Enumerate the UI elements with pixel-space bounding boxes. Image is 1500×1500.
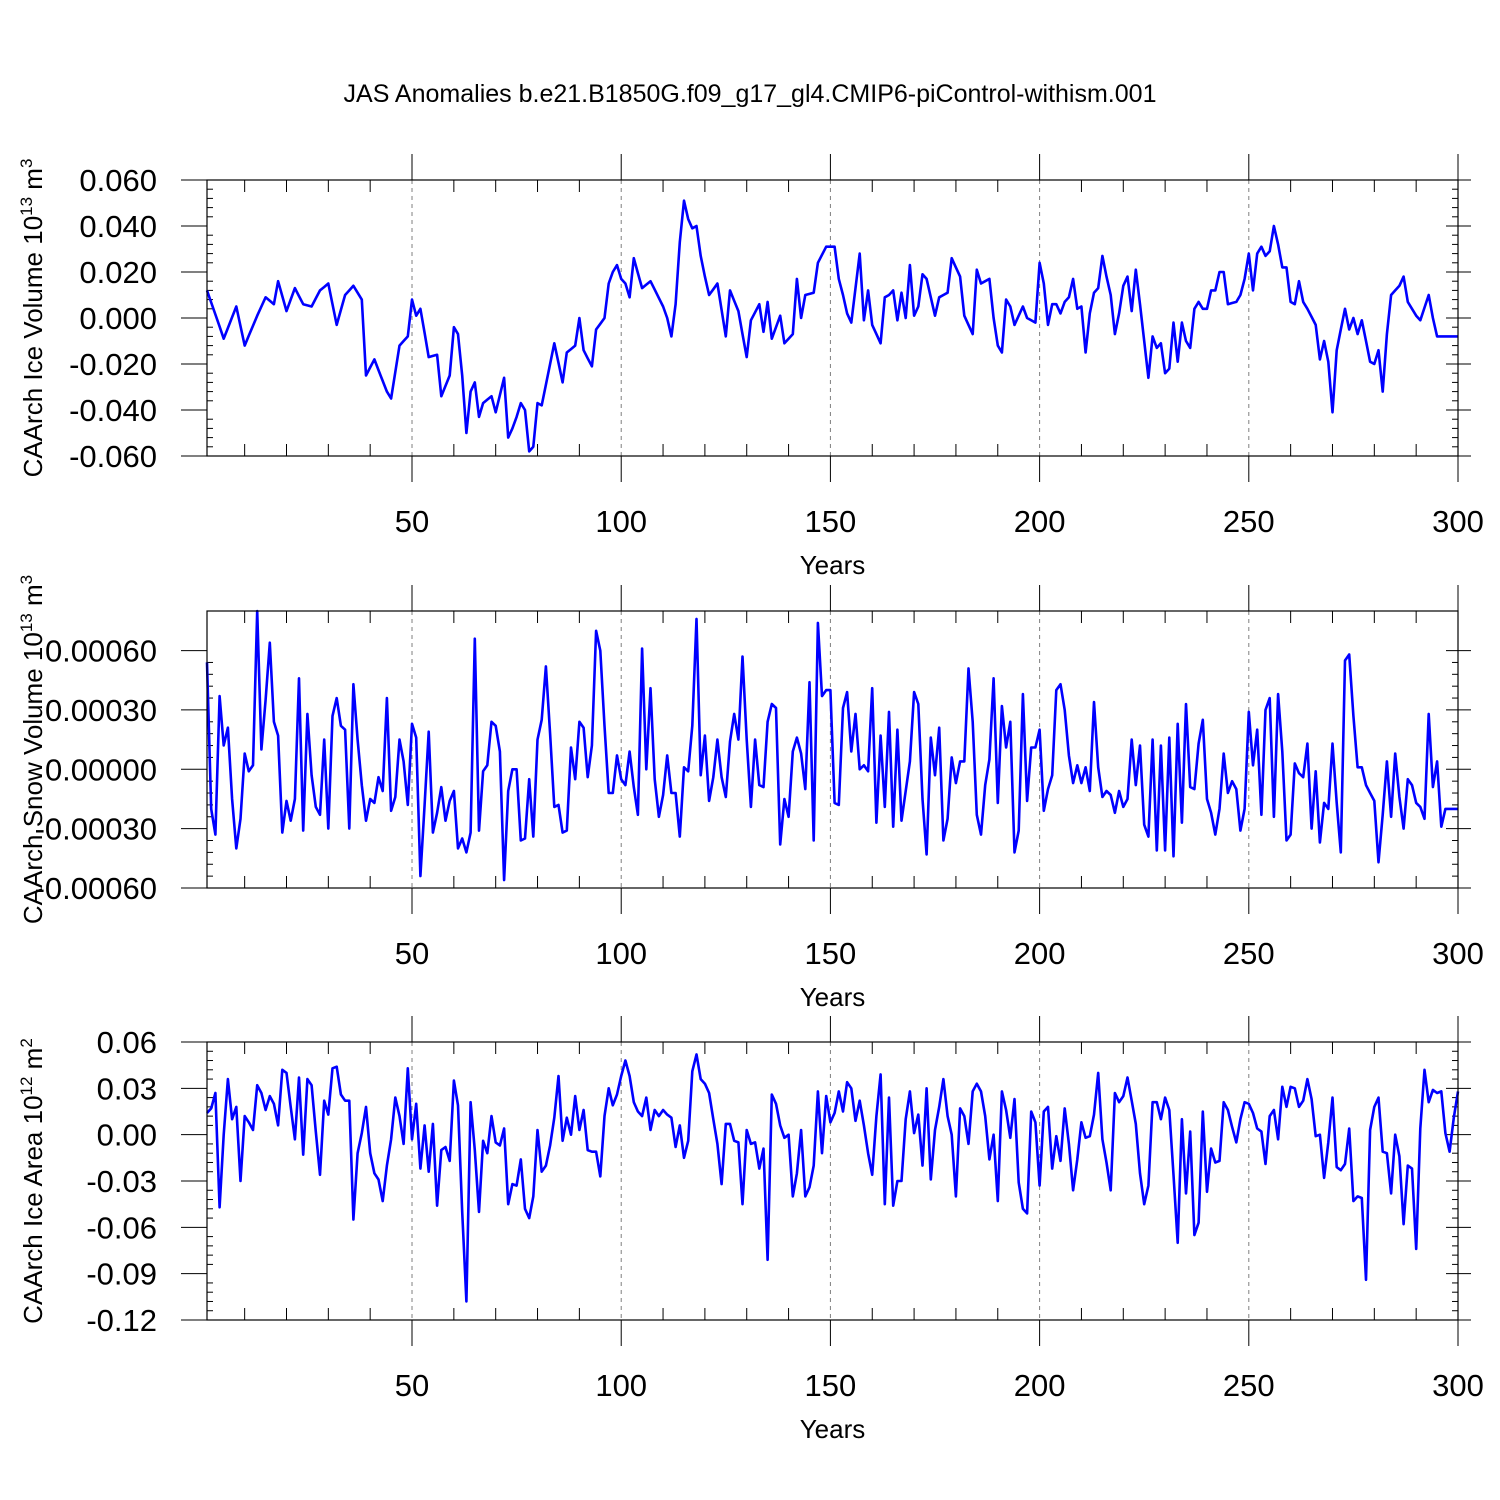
series-line bbox=[206, 1053, 1460, 1303]
y-tick-label: 0.00060 bbox=[45, 634, 157, 669]
y-tick-label: -0.09 bbox=[86, 1257, 157, 1292]
y-tick-label: 0.00000 bbox=[45, 752, 157, 787]
y-tick-label: -0.00060 bbox=[35, 871, 157, 906]
panel-ice-area: -0.12 -0.09 -0.06 -0.03 0.00 0.03 0.06 50 100 150… bbox=[17, 1016, 1484, 1444]
series-line bbox=[205, 199, 1458, 453]
y-axis-label: CAArch Snow Volume 1013 m3 bbox=[17, 575, 48, 924]
x-tick-label: 100 bbox=[595, 1368, 647, 1403]
x-tick-label: 150 bbox=[805, 504, 857, 539]
x-tick-label: 50 bbox=[395, 504, 429, 539]
figure-title: JAS Anomalies b.e21.B1850G.f09_g17_gl4.C… bbox=[343, 80, 1157, 108]
y-tick-label: -0.06 bbox=[86, 1210, 157, 1245]
x-tick-label: 200 bbox=[1014, 504, 1066, 539]
y-tick-label: 0.040 bbox=[79, 209, 157, 244]
series-line bbox=[205, 609, 1458, 882]
x-tick-label: 50 bbox=[395, 1368, 429, 1403]
plot-frame bbox=[206, 610, 1459, 889]
y-tick-label: -0.03 bbox=[86, 1164, 157, 1199]
y-tick-label: 0.020 bbox=[79, 255, 157, 290]
x-tick-label: 300 bbox=[1432, 1368, 1484, 1403]
y-tick-label: -0.020 bbox=[69, 347, 157, 382]
y-tick-label: -0.060 bbox=[69, 439, 157, 474]
y-tick-label: 0.00 bbox=[97, 1118, 157, 1153]
x-tick-label: 100 bbox=[595, 504, 647, 539]
y-axis-label: CAArch Ice Volume 1013 m3 bbox=[17, 159, 48, 478]
panel-snow-volume: -0.00060 -0.00030 0.00000 0.00030 0.00060 50 1… bbox=[17, 575, 1484, 1012]
x-tick-label: 250 bbox=[1223, 504, 1275, 539]
x-tick-label: 150 bbox=[805, 1368, 857, 1403]
x-axis-label: Years bbox=[800, 550, 866, 580]
y-tick-label: 0.00030 bbox=[45, 693, 157, 728]
x-tick-label: 250 bbox=[1223, 936, 1275, 971]
x-tick-label: 50 bbox=[395, 936, 429, 971]
y-tick-label: 0.03 bbox=[97, 1071, 157, 1106]
x-axis-label: Years bbox=[800, 1414, 866, 1444]
y-tick-label: -0.12 bbox=[86, 1303, 157, 1338]
plot-frame bbox=[206, 179, 1459, 457]
y-tick-label: 0.06 bbox=[97, 1025, 157, 1060]
y-tick-label: 0.060 bbox=[79, 163, 157, 198]
y-axis-label: CAArch Ice Area 1012 m2 bbox=[17, 1038, 48, 1324]
x-tick-label: 200 bbox=[1014, 936, 1066, 971]
plot-frame bbox=[206, 1041, 1459, 1321]
x-axis-label: Years bbox=[800, 982, 866, 1012]
x-tick-label: 100 bbox=[595, 936, 647, 971]
x-tick-label: 200 bbox=[1014, 1368, 1066, 1403]
y-tick-label: 0.000 bbox=[79, 301, 157, 336]
panel-ice-volume: -0.060 -0.040 -0.020 0.000 0.020 0.040 0.060 50… bbox=[17, 154, 1484, 580]
y-tick-label: -0.00030 bbox=[35, 812, 157, 847]
x-tick-label: 300 bbox=[1432, 504, 1484, 539]
x-tick-label: 150 bbox=[805, 936, 857, 971]
x-tick-label: 300 bbox=[1432, 936, 1484, 971]
x-tick-label: 250 bbox=[1223, 1368, 1275, 1403]
y-tick-label: -0.040 bbox=[69, 393, 157, 428]
